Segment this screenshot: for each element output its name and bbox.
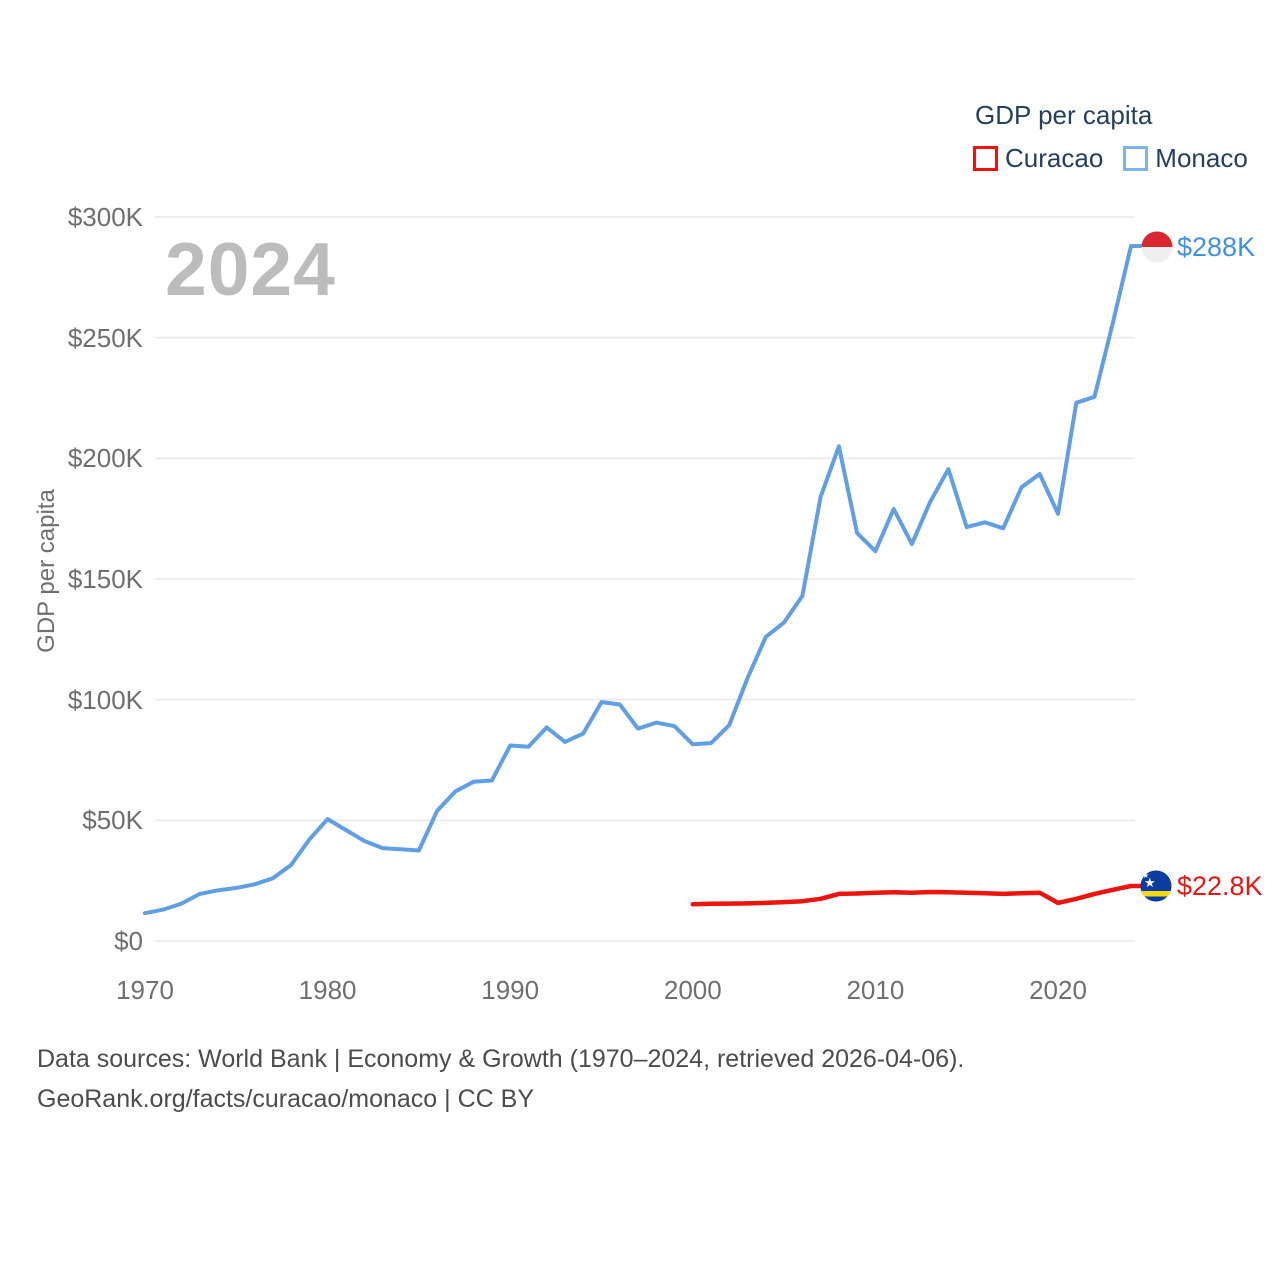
y-axis-tick-label: $300K — [67, 202, 143, 232]
legend-item-curacao[interactable]: Curacao — [973, 143, 1103, 174]
monaco-flag-icon — [1141, 231, 1173, 263]
y-axis-tick-label: $250K — [67, 322, 143, 353]
curacao-line — [690, 883, 1146, 907]
year-watermark: 2024 — [165, 227, 336, 311]
x-axis-tick-label: 2010 — [846, 975, 905, 1005]
svg-text:★: ★ — [1142, 871, 1149, 880]
x-axis-tick-label: 2020 — [1029, 975, 1087, 1005]
gridlines — [155, 216, 1135, 942]
legend-item-monaco[interactable]: Monaco — [1123, 143, 1248, 174]
monaco-end-value-label: $288K — [1177, 232, 1256, 262]
footer: Data sources: World Bank | Economy & Gro… — [37, 1044, 964, 1115]
curacao-swatch-icon — [973, 146, 998, 171]
chart-legend: GDP per capita Curacao Monaco — [973, 100, 1248, 174]
svg-text:★: ★ — [1144, 876, 1156, 891]
x-axis-tick-label: 1980 — [298, 975, 357, 1005]
x-axis-tick-label: 1990 — [481, 975, 540, 1005]
footer-attribution: GeoRank.org/facts/curacao/monaco | CC BY — [37, 1085, 534, 1113]
legend-label-curacao: Curacao — [1005, 143, 1104, 173]
legend-row: Curacao Monaco — [973, 143, 1248, 174]
monaco-swatch-icon — [1123, 146, 1149, 171]
curacao-flag-icon: ★ ★ — [1140, 870, 1172, 902]
y-axis-tick-label: $0 — [114, 926, 143, 956]
monaco-line — [143, 244, 1145, 916]
x-axis-tick-label: 2000 — [663, 975, 722, 1005]
legend-title: GDP per capita — [975, 100, 1153, 130]
legend-label-monaco: Monaco — [1155, 143, 1248, 173]
footer-data-sources: Data sources: World Bank | Economy & Gro… — [37, 1045, 965, 1073]
y-axis-tick-label: $100K — [67, 684, 143, 715]
curacao-end-value-label: $22.8K — [1177, 871, 1263, 901]
series-lines — [143, 244, 1146, 916]
y-axis-tick-label: $50K — [82, 805, 143, 836]
y-axis-tick-label: $200K — [67, 443, 143, 474]
y-axis-tick-label: $150K — [67, 564, 143, 594]
x-axis-tick-label: 1970 — [116, 975, 174, 1005]
